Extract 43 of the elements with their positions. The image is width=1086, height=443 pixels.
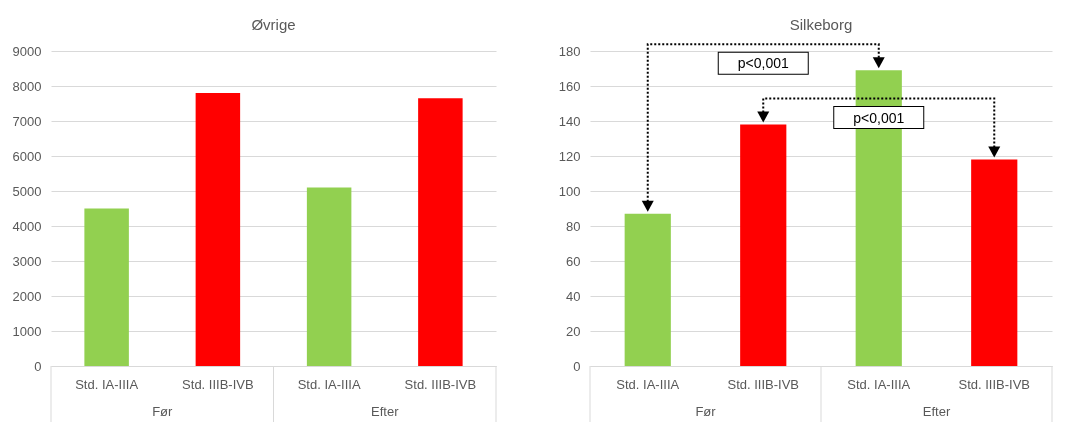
y-tick-label: 3000 [12, 253, 42, 269]
y-tick-label: 180 [558, 43, 581, 59]
annotation: p<0,001 [737, 55, 789, 72]
y-tick-label: 160 [558, 78, 581, 94]
bar [195, 93, 241, 366]
y-tick-label: 100 [558, 183, 581, 199]
bar [740, 124, 787, 366]
y-tick-label: 80 [566, 218, 581, 234]
x-tick-label: Std. IIIB-IVB [727, 376, 800, 392]
y-tick-label: 7000 [12, 113, 42, 129]
y-tick-label: 5000 [12, 183, 42, 199]
y-tick-label: 6000 [12, 148, 42, 164]
bar [624, 213, 671, 366]
x-tick-label: Std. IA-IIIA [847, 376, 911, 392]
y-tick-label: 40 [566, 288, 581, 304]
x-tick-label: Std. IIIB-IVB [958, 376, 1031, 392]
y-tick-label: 20 [566, 323, 581, 339]
x-tick-label: Std. IIIB-IVB [404, 376, 477, 392]
chart-title: Silkeborg [789, 16, 853, 33]
y-tick-label: 1000 [12, 323, 42, 339]
x-tick-label: Std. IIIB-IVB [182, 376, 254, 392]
x-tick-label: Std. IA-IIIA [297, 376, 361, 392]
bar [306, 187, 352, 366]
y-tick-label: 60 [566, 253, 581, 269]
annotation: p<0,001 [853, 109, 905, 126]
y-tick-label: 0 [573, 358, 581, 374]
y-tick-label: 120 [558, 148, 581, 164]
text: Før [695, 404, 717, 419]
bar [84, 208, 129, 366]
y-tick-label: 8000 [12, 78, 42, 94]
x-tick-label: Std. IA-IIIA [616, 376, 680, 392]
y-tick-label: 9000 [12, 43, 42, 59]
text: Efter [371, 404, 400, 419]
bar [418, 98, 463, 366]
y-tick-label: 0 [34, 358, 42, 374]
y-tick-label: 4000 [12, 218, 42, 234]
bar [971, 159, 1018, 366]
y-tick-label: 140 [558, 113, 581, 129]
x-tick-label: Std. IA-IIIA [75, 376, 139, 392]
text: Efter [922, 404, 951, 419]
chart-title: Øvrige [251, 16, 296, 33]
y-tick-label: 2000 [12, 288, 42, 304]
text: Før [152, 404, 174, 419]
